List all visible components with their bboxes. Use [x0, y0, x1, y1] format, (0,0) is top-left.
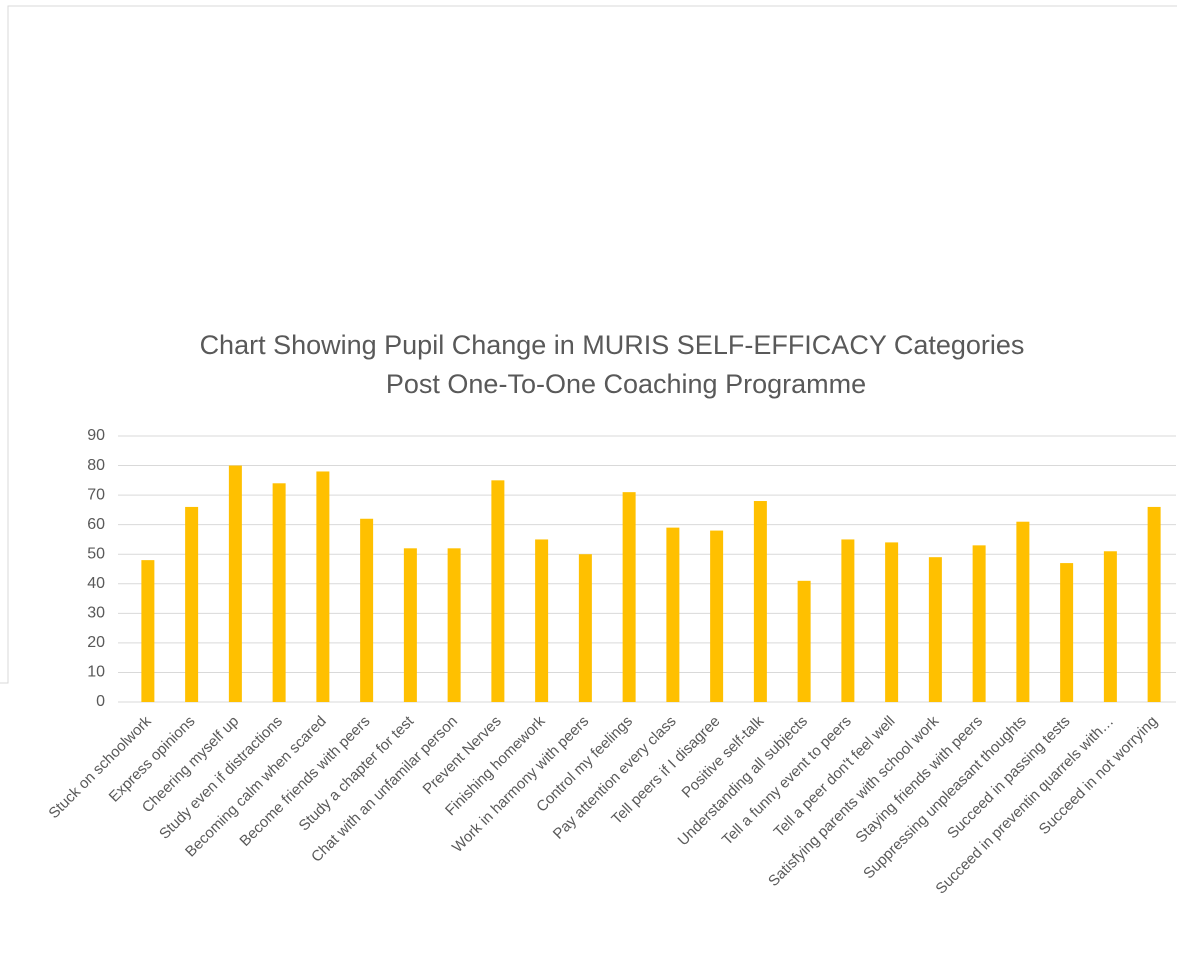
y-tick-label: 90 [87, 427, 105, 444]
bar [228, 465, 242, 702]
bar [753, 501, 767, 702]
bar [797, 580, 811, 702]
bar [622, 492, 636, 702]
bar [447, 548, 461, 702]
bar [1147, 506, 1161, 702]
bar [316, 471, 330, 702]
y-tick-label: 50 [87, 545, 105, 562]
bar [841, 539, 855, 702]
y-tick-label: 0 [96, 693, 105, 710]
y-tick-label: 70 [87, 486, 105, 503]
bar [666, 527, 680, 702]
chart-title: Post One-To-One Coaching Programme [386, 369, 866, 399]
bar [403, 548, 417, 702]
bar [185, 506, 199, 702]
bar [885, 542, 899, 702]
bar [1016, 521, 1030, 702]
bar [491, 480, 505, 702]
y-tick-label: 40 [87, 575, 105, 592]
y-tick-label: 80 [87, 457, 105, 474]
bar [578, 554, 592, 702]
bar [272, 483, 286, 702]
y-tick-label: 10 [87, 664, 105, 681]
y-tick-label: 60 [87, 516, 105, 533]
bar [1103, 551, 1117, 702]
bar [972, 545, 986, 702]
bar [710, 530, 724, 702]
y-tick-label: 20 [87, 634, 105, 651]
y-tick-label: 30 [87, 605, 105, 622]
chart-frame [0, 5, 1177, 684]
bar [141, 560, 155, 702]
x-tick-label: Prevent Nerves [420, 713, 505, 798]
x-tick-label: Suppressing unpleasant thoughts [860, 713, 1029, 882]
bar [535, 539, 549, 702]
bar [1060, 563, 1074, 702]
bar [360, 518, 374, 702]
chart-title: Chart Showing Pupil Change in MURIS SELF… [200, 330, 1025, 360]
bar [928, 557, 942, 702]
